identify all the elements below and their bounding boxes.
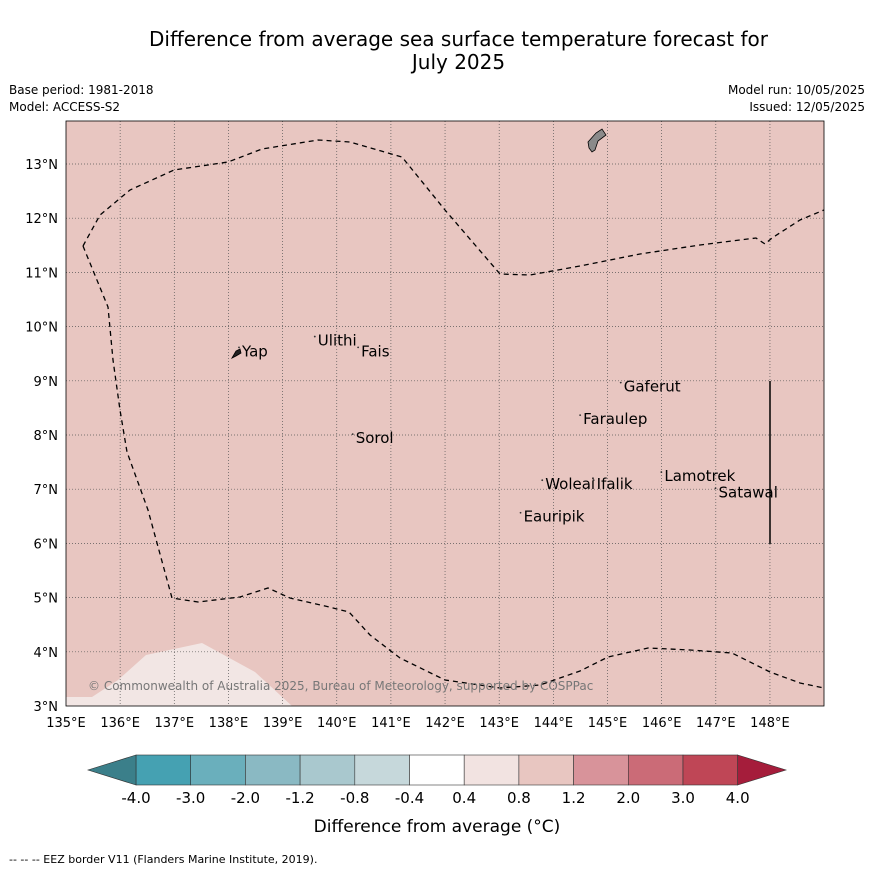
longitude-tick-label: 143°E: [479, 716, 519, 731]
colorbar-title: Difference from average (°C): [314, 817, 561, 837]
colorbar-tick-label: 0.8: [507, 789, 531, 807]
longitude-tick-label: 144°E: [534, 716, 574, 731]
place-label: Woleai: [545, 475, 595, 493]
longitude-tick-label: 138°E: [209, 716, 249, 731]
place-label: Gaferut: [624, 378, 681, 396]
colorbar-over-extension: [737, 754, 788, 786]
place-label: Sorol: [356, 429, 394, 447]
colorbar-tick-label: 3.0: [671, 789, 695, 807]
model-run: Model run: 10/05/2025: [727, 83, 865, 97]
latitude-tick-label: 6°N: [34, 537, 59, 552]
place-label: Fais: [361, 342, 390, 360]
colorbar-tick-label: -0.4: [395, 789, 424, 807]
longitude-tick-label: 148°E: [750, 716, 790, 731]
atoll-marker: [313, 335, 316, 338]
atoll-marker: [619, 381, 622, 384]
model-info: Base period: 1981-2018 Model: ACCESS-S2: [9, 83, 154, 117]
colorbar-bin: [682, 754, 739, 786]
atoll-marker: [579, 414, 582, 417]
colorbar-bin: [409, 754, 465, 786]
colorbar-tick-label: -2.0: [231, 789, 260, 807]
title-line-2: July 2025: [411, 50, 506, 74]
base-period: Base period: 1981-2018: [9, 83, 154, 97]
longitude-labels: 135°E 136°E 137°E 138°E 139°E 140°E 141°E 142°E…: [46, 716, 789, 731]
colorbar-bin: [354, 754, 410, 786]
colorbar-bin: [135, 754, 192, 786]
model-name: Model: ACCESS-S2: [9, 100, 121, 114]
colorbar-tick-label: 1.2: [562, 789, 586, 807]
latitude-tick-label: 12°N: [25, 212, 58, 227]
colorbar-bin: [463, 754, 520, 786]
yap-island: [230, 348, 242, 359]
issued-date: Issued: 12/05/2025: [749, 100, 865, 114]
longitude-tick-label: 145°E: [588, 716, 628, 731]
latitude-tick-label: 4°N: [34, 646, 59, 661]
colorbar-bin: [573, 754, 629, 786]
run-info: Model run: 10/05/2025 Issued: 12/05/2025: [728, 83, 865, 117]
title-line-1: Difference from average sea surface temp…: [148, 27, 768, 51]
place-label: Eauripik: [524, 508, 585, 526]
colorbar-tick-label: 4.0: [726, 789, 750, 807]
colorbar-tick-label: 0.4: [452, 789, 476, 807]
atoll-marker: [351, 433, 354, 436]
colorbar-bin: [245, 754, 301, 786]
longitude-tick-label: 135°E: [46, 716, 86, 731]
place-label: Satawal: [719, 483, 778, 501]
atoll-marker: [660, 471, 663, 473]
colorbar-under-extension: [86, 754, 137, 786]
colorbar-tick-label: -0.8: [340, 789, 369, 807]
longitude-tick-label: 142°E: [425, 716, 465, 731]
atoll-marker: [541, 479, 544, 482]
place-label: Ulithi: [318, 332, 357, 350]
place-label: Ifalik: [597, 475, 633, 493]
colorbar-tick-label: 2.0: [616, 789, 640, 807]
near-average-region: [66, 643, 292, 706]
longitude-tick-label: 141°E: [371, 716, 411, 731]
colorbar-bin: [518, 754, 574, 786]
atoll-marker: [714, 487, 717, 490]
latitude-tick-label: 7°N: [34, 483, 59, 498]
atoll-marker: [238, 346, 240, 349]
longitude-tick-label: 137°E: [155, 716, 195, 731]
colorbar-tick-label: -4.0: [121, 789, 150, 807]
atoll-marker: [519, 511, 522, 514]
longitude-tick-label: 136°E: [100, 716, 140, 731]
copyright-note: © Commonwealth of Australia 2025, Bureau…: [88, 679, 593, 693]
atoll-marker: [592, 479, 595, 482]
colorbar: [86, 754, 788, 786]
eez-border-south: [82, 245, 825, 689]
latitude-tick-label: 8°N: [34, 429, 59, 444]
place-label: Yap: [241, 342, 268, 360]
graticule: [66, 121, 824, 706]
longitude-tick-label: 139°E: [263, 716, 303, 731]
place-label: Faraulep: [583, 410, 647, 428]
chart-title: Difference from average sea surface temp…: [0, 28, 873, 74]
colorbar-bin: [299, 754, 356, 786]
latitude-tick-label: 3°N: [34, 700, 59, 715]
guam-island: [587, 128, 607, 153]
colorbar-bin: [190, 754, 246, 786]
eez-legend-note: -- -- -- EEZ border V11 (Flanders Marine…: [9, 853, 318, 866]
longitude-tick-label: 140°E: [317, 716, 357, 731]
longitude-tick-label: 146°E: [642, 716, 682, 731]
colorbar-bin: [627, 754, 684, 786]
longitude-tick-label: 147°E: [696, 716, 736, 731]
latitude-tick-label: 11°N: [25, 266, 58, 281]
map-frame: [65, 120, 825, 707]
eez-border-north: [82, 139, 825, 276]
latitude-tick-label: 5°N: [34, 592, 59, 607]
latitude-tick-label: 13°N: [25, 158, 58, 173]
colorbar-tick-label: -1.2: [285, 789, 314, 807]
place-label: Lamotrek: [664, 467, 735, 485]
latitude-labels: 3°N 4°N 5°N 6°N 7°N 8°N 9°N 10°N 11°N 12°N 13°N: [25, 158, 58, 715]
latitude-tick-label: 10°N: [25, 321, 58, 336]
colorbar-labels: -4.0 -3.0 -2.0 -1.2 -0.8 -0.4 0.4 0.8 1.2 2.0 3.0 4…: [121, 789, 749, 807]
atoll-marker: [357, 346, 360, 349]
latitude-tick-label: 9°N: [34, 375, 59, 390]
colorbar-tick-label: -3.0: [176, 789, 205, 807]
